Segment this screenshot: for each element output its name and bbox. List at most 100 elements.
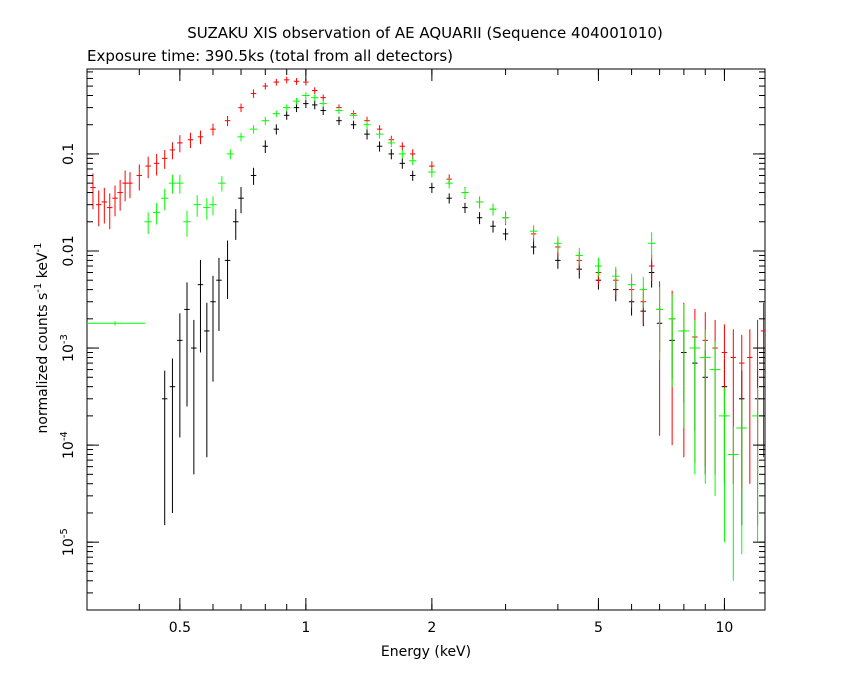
data-point [399,158,406,169]
data-point [409,156,417,166]
data-point [363,120,371,130]
y-axis-label: normalized counts s-1 keV-1 [33,243,51,434]
data-point [311,94,319,102]
data-point [283,76,290,84]
data-point [204,302,210,458]
y-tick-label: 10-5 [59,528,77,556]
data-point [224,240,231,300]
data-point [203,198,211,220]
data-point [176,174,184,194]
data-point [594,257,603,277]
data-point [283,104,291,112]
x-tick-label: 0.5 [169,620,191,636]
data-point [216,257,222,331]
x-axis-label: Energy (keV) [381,644,471,660]
data-point [293,103,300,113]
data-point [177,313,183,438]
data-point [226,149,234,160]
data-point [136,164,143,191]
data-point [668,294,676,387]
data-point [261,116,269,126]
data-point [409,170,416,181]
data-point [678,303,690,429]
data-point [627,273,636,300]
plot-frame [86,68,766,611]
x-tick-label: 2 [427,620,436,636]
data-point [335,107,343,115]
data-point [184,282,190,407]
series-2 [87,92,763,581]
data-point [262,140,269,154]
data-point [127,172,133,199]
data-point [462,202,468,213]
data-point [648,254,655,282]
data-point [350,120,357,130]
data-point [153,153,160,176]
data-point [429,182,435,193]
data-point [273,124,280,135]
data-point [655,287,664,361]
data-point [197,259,204,353]
data-point [87,321,146,326]
data-point [530,240,537,255]
y-axis-label-exp1: -1 [33,283,44,293]
data-point [161,149,168,169]
chart-title: SUZAKU XIS observation of AE AQUARII (Se… [187,24,663,42]
data-point [320,106,326,115]
data-point [161,370,168,526]
data-point [152,202,161,225]
series-0 [161,99,761,526]
data-point [209,196,217,216]
data-point [169,142,176,160]
data-point [90,173,96,210]
data-point [529,224,538,239]
data-point [250,89,257,98]
y-axis-ticks: 0.1 0.01 10-3 10-4 10-5 [59,71,765,611]
data-point [399,142,406,151]
data-point [461,187,469,198]
data-point [319,100,327,108]
data-point [320,94,326,102]
data-point [193,195,201,217]
y-tick-label: 10-4 [59,431,77,459]
data-point [233,209,239,240]
x-tick-label: 5 [594,620,603,636]
chart-subtitle: Exposure time: 390.5ks (total from all d… [87,47,453,65]
data-point [161,188,169,211]
data-point [107,193,113,230]
data-point [709,341,721,496]
data-point [736,399,748,555]
data-point [101,187,108,224]
y-axis-label-exp2: -1 [33,243,44,253]
data-point [177,135,183,153]
data-point [489,203,497,216]
data-point [210,123,216,136]
data-point [283,111,290,120]
data-point [273,78,280,86]
y-axis-label-main: normalized counts s [35,293,51,434]
data-point [752,387,763,543]
data-point [238,103,244,113]
data-point [575,247,583,265]
data-point [292,97,301,105]
data-point [445,178,453,189]
data-point [197,130,204,145]
data-point [145,156,151,179]
y-axis-label-mid: keV [35,252,51,283]
data-point [262,82,269,90]
data-point [398,149,406,159]
data-point [144,212,152,234]
x-axis-ticks: 0.5 1 2 5 10 [86,69,733,636]
data-point [303,99,309,109]
data-point [237,132,245,142]
series-1 [90,76,765,490]
data-point [689,319,701,475]
data-point [238,187,244,214]
y-tick-label: 10-3 [59,334,77,362]
data-point [388,149,395,160]
data-point [490,220,496,233]
data-point [727,426,739,581]
data-point [612,266,620,289]
data-point [501,212,510,225]
